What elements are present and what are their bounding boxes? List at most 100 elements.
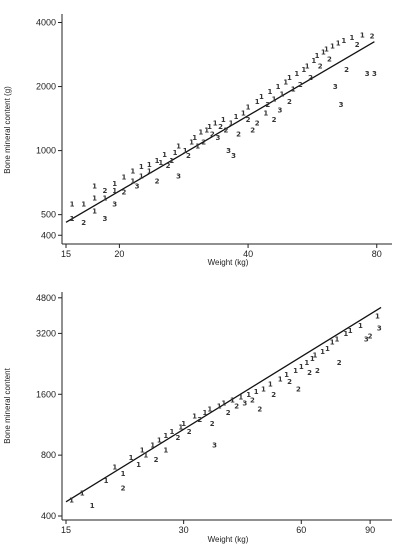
data-point: 1: [229, 119, 234, 127]
data-point: 1: [360, 31, 365, 39]
y-tick-label: 500: [41, 210, 56, 220]
data-point: 1: [221, 399, 226, 407]
data-point: 1: [276, 83, 281, 91]
data-point: 1: [287, 74, 292, 82]
data-point: 1: [358, 322, 363, 330]
data-point: 2: [234, 403, 239, 411]
data-point: 1: [92, 194, 97, 202]
data-point: 2: [298, 81, 303, 89]
data-point: 1: [263, 110, 268, 118]
data-point: 1: [155, 157, 160, 165]
data-point: 1: [189, 138, 194, 146]
data-point: 1: [254, 388, 259, 396]
data-point: 1: [92, 208, 97, 216]
data-point: 2: [271, 391, 276, 399]
data-point: 1: [334, 336, 339, 344]
x-tick-label: 15: [61, 249, 71, 259]
data-point: 1: [102, 194, 107, 202]
y-tick-label: 4800: [36, 293, 56, 303]
data-point: 2: [187, 428, 192, 436]
y-tick-label: 1600: [36, 389, 56, 399]
data-point: 1: [207, 123, 212, 131]
data-point: 1: [143, 452, 148, 460]
data-point: 2: [175, 434, 180, 442]
data-point: 1: [259, 93, 264, 101]
data-point: 1: [176, 143, 181, 151]
data-point: 1: [163, 446, 168, 454]
data-point: 1: [169, 157, 174, 165]
data-point: 3: [364, 336, 369, 344]
data-point: 2: [308, 74, 313, 82]
data-point: 1: [129, 454, 134, 462]
data-point: 1: [241, 110, 246, 118]
data-point: 2: [344, 66, 349, 74]
data-point: 3: [135, 183, 140, 191]
data-point: 1: [92, 183, 97, 191]
data-point: 2: [102, 187, 107, 195]
data-point: 1: [301, 66, 306, 74]
data-point: 1: [192, 134, 197, 142]
data-point: 1: [207, 406, 212, 414]
data-point: 1: [343, 330, 348, 338]
data-point: 1: [315, 52, 320, 60]
y-tick-label: 2000: [36, 82, 56, 92]
data-point: 1: [268, 380, 273, 388]
data-point: 1: [324, 46, 329, 54]
data-point: 3: [333, 83, 338, 91]
data-point: 1: [311, 57, 316, 65]
data-point: 1: [261, 385, 266, 393]
data-point: 2: [122, 188, 127, 196]
data-point: 2: [250, 126, 255, 134]
data-point: 1: [325, 345, 330, 353]
data-point: 1: [181, 420, 186, 428]
data-point: 3: [377, 325, 382, 333]
data-point: 1: [320, 348, 325, 356]
data-point: 2: [226, 409, 231, 417]
data-point: 1: [112, 180, 117, 188]
data-point: 2: [121, 485, 126, 493]
data-point: 1: [140, 446, 145, 454]
data-point: 1: [192, 412, 197, 420]
data-point: 1: [272, 95, 277, 103]
data-point: 1: [112, 463, 117, 471]
x-tick-label: 80: [372, 249, 382, 259]
data-point: 2: [155, 177, 160, 185]
data-point: 3: [215, 134, 220, 142]
data-point: 1: [112, 187, 117, 195]
data-point: 1: [163, 432, 168, 440]
data-point: 3: [365, 70, 370, 78]
y-tick-label: 800: [41, 450, 56, 460]
data-point: 1: [375, 313, 380, 321]
data-point: 1: [294, 70, 299, 78]
data-point: 1: [204, 126, 209, 134]
data-point: 3: [112, 201, 117, 209]
data-point: 3: [176, 172, 181, 180]
data-point: 1: [321, 49, 326, 57]
data-point: 2: [307, 369, 312, 377]
data-point: 1: [80, 489, 85, 497]
y-tick-label: 3200: [36, 328, 56, 338]
data-point: 1: [246, 104, 251, 112]
data-point: 1: [136, 461, 141, 469]
x-axis-label: Weight (kg): [208, 258, 249, 267]
data-point: 2: [223, 126, 228, 134]
x-axis-label: Weight (kg): [208, 535, 249, 544]
data-point: 1: [230, 396, 235, 404]
data-point: 3: [226, 147, 231, 155]
x-tick-label: 30: [179, 525, 189, 535]
fit-line: [65, 41, 375, 223]
y-axis-label: Bone mineral content: [3, 367, 12, 443]
data-point: 2: [287, 378, 292, 386]
data-point: 1: [310, 355, 315, 363]
data-point: 1: [255, 98, 260, 106]
data-point: 1: [170, 428, 175, 436]
data-point: 1: [90, 502, 95, 510]
fit-line: [65, 306, 382, 503]
data-point: 3: [212, 441, 217, 449]
data-point: 1: [122, 174, 127, 182]
data-point: 1: [81, 201, 86, 209]
data-point: 1: [195, 143, 200, 151]
